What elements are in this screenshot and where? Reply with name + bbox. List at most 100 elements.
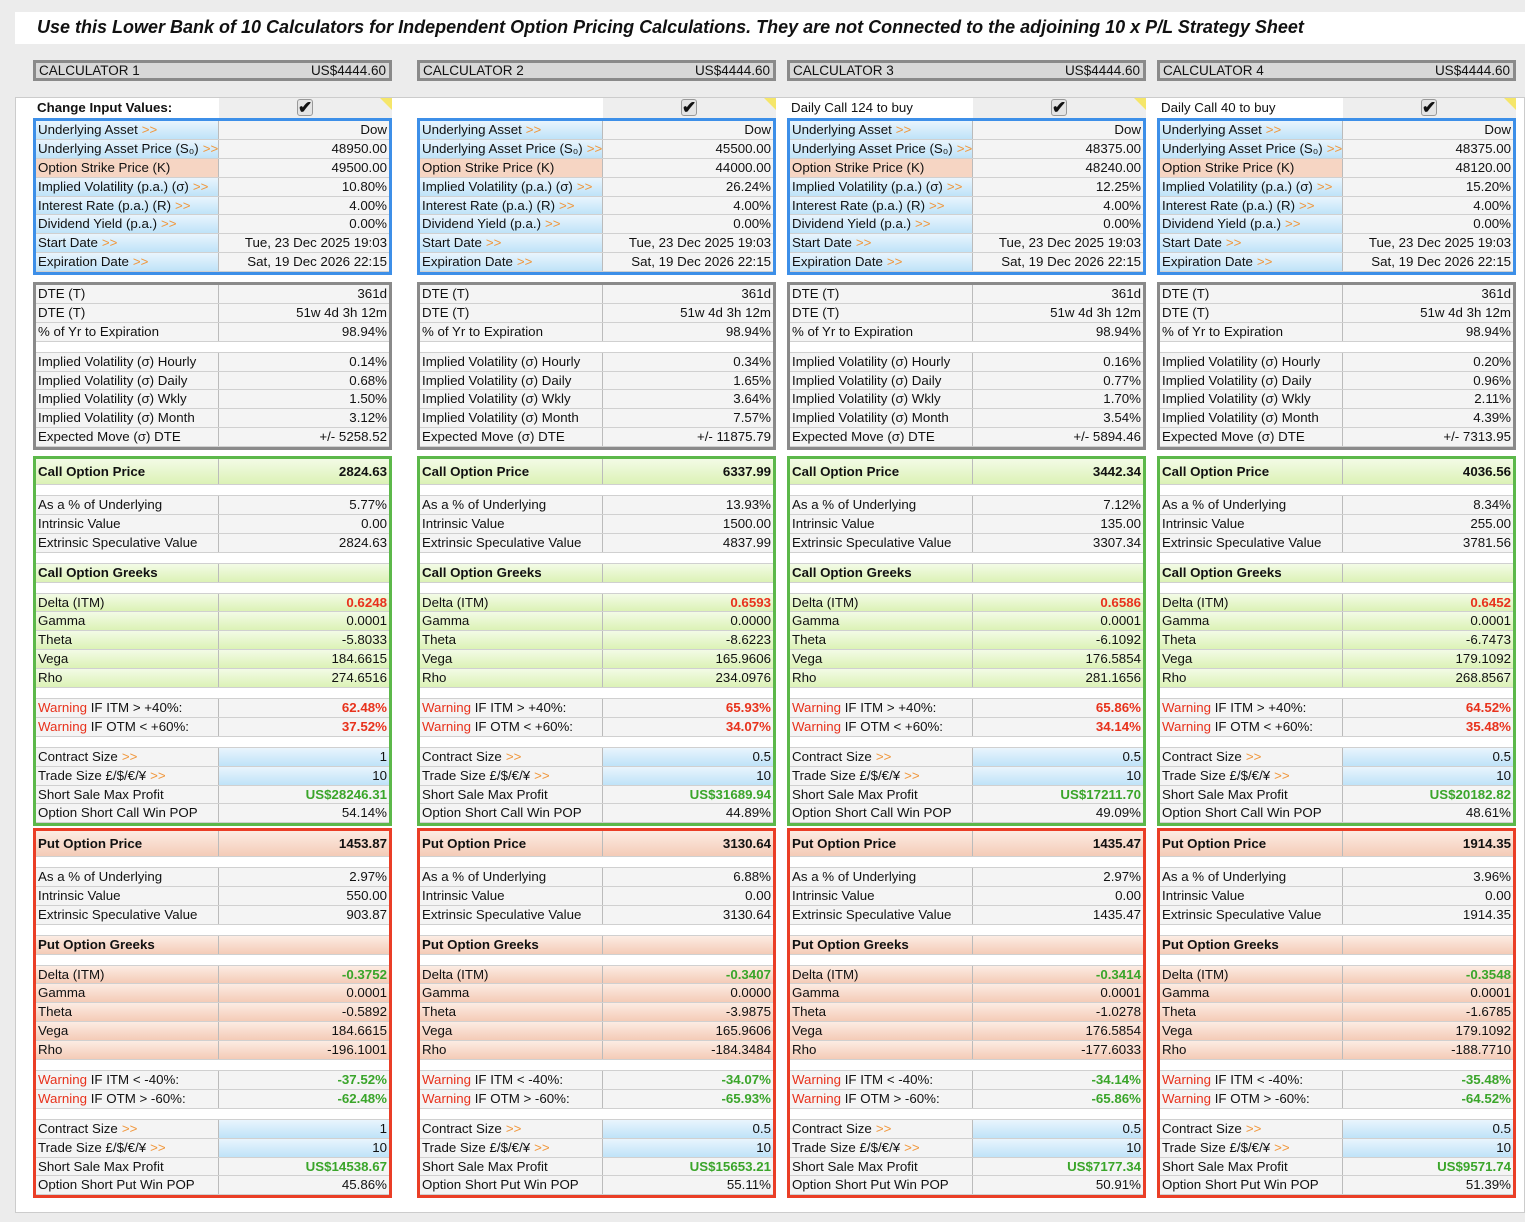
checkmark-icon[interactable]: ✔ [297,98,313,117]
arrow-link[interactable]: >> [534,1139,550,1155]
arrow-link[interactable]: >> [1245,1120,1262,1136]
input-expiry[interactable]: Sat, 19 Dec 2026 22:15 [1343,253,1513,272]
input-rate[interactable]: 4.00% [219,196,389,215]
input-price[interactable]: 48375.00 [1343,139,1513,158]
input-rate[interactable]: 4.00% [603,196,773,215]
arrow-link[interactable]: >> [150,1139,166,1155]
input-expiry[interactable]: Sat, 19 Dec 2026 22:15 [973,253,1143,272]
input-start[interactable]: Tue, 23 Dec 2025 19:03 [219,234,389,253]
input-asset[interactable]: Dow [973,121,1143,139]
input-rate[interactable]: 4.00% [1343,196,1513,215]
arrow-link[interactable]: >> [525,122,542,137]
input-iv[interactable]: 12.25% [973,177,1143,196]
arrow-link[interactable]: >> [505,748,522,764]
arrow-link[interactable]: >> [1274,767,1290,783]
input-iv[interactable]: 26.24% [603,177,773,196]
arrow-link[interactable]: >> [101,235,118,251]
arrow-link[interactable]: >> [559,197,575,213]
call-value-trade[interactable]: 10 [1343,766,1513,785]
arrow-link[interactable]: >> [895,122,912,137]
arrow-link[interactable]: >> [1299,197,1315,213]
input-note[interactable] [417,98,603,118]
input-expiry[interactable]: Sat, 19 Dec 2026 22:15 [219,253,389,272]
input-div[interactable]: 0.00% [219,215,389,234]
put-value-contract[interactable]: 1 [219,1119,389,1138]
input-iv[interactable]: 10.80% [219,177,389,196]
input-asset[interactable]: Dow [219,121,389,139]
checkmark-icon[interactable]: ✔ [1421,98,1437,117]
arrow-link[interactable]: >> [886,254,903,270]
call-value-trade[interactable]: 10 [219,766,389,785]
arrow-link[interactable]: >> [586,140,603,156]
arrow-link[interactable]: >> [915,216,931,232]
arrow-link[interactable]: >> [121,748,138,764]
input-note[interactable]: Change Input Values: [37,100,173,115]
call-value-contract[interactable]: 0.5 [1343,747,1513,766]
input-div[interactable]: 0.00% [603,215,773,234]
input-start[interactable]: Tue, 23 Dec 2025 19:03 [1343,234,1513,253]
arrow-link[interactable]: >> [1245,748,1262,764]
checkmark-icon[interactable]: ✔ [1051,98,1067,117]
put-value-trade[interactable]: 10 [603,1138,773,1157]
call-value-trade[interactable]: 10 [973,766,1143,785]
input-expiry[interactable]: Sat, 19 Dec 2026 22:15 [603,253,773,272]
input-price[interactable]: 48375.00 [973,139,1143,158]
arrow-link[interactable]: >> [202,140,219,156]
input-strike[interactable]: 49500.00 [219,158,389,177]
arrow-link[interactable]: >> [1274,1139,1290,1155]
arrow-link[interactable]: >> [904,767,920,783]
arrow-link[interactable]: >> [875,1120,892,1136]
arrow-link[interactable]: >> [576,178,593,194]
arrow-link[interactable]: >> [192,178,209,194]
arrow-link[interactable]: >> [875,748,892,764]
input-rate[interactable]: 4.00% [973,196,1143,215]
input-strike[interactable]: 48240.00 [973,158,1143,177]
input-asset[interactable]: Dow [1343,121,1513,139]
input-price[interactable]: 45500.00 [603,139,773,158]
arrow-link[interactable]: >> [132,254,149,270]
arrow-link[interactable]: >> [855,235,872,251]
arrow-link[interactable]: >> [904,1139,920,1155]
arrow-link[interactable]: >> [545,216,561,232]
put-value-trade[interactable]: 10 [1343,1138,1513,1157]
input-iv[interactable]: 15.20% [1343,177,1513,196]
arrow-link[interactable]: >> [956,140,973,156]
checkmark-icon[interactable]: ✔ [681,98,697,117]
input-start[interactable]: Tue, 23 Dec 2025 19:03 [603,234,773,253]
arrow-link[interactable]: >> [1265,122,1282,137]
arrow-link[interactable]: >> [485,235,502,251]
arrow-link[interactable]: >> [150,767,166,783]
input-start[interactable]: Tue, 23 Dec 2025 19:03 [973,234,1143,253]
arrow-link[interactable]: >> [505,1120,522,1136]
input-note[interactable]: Daily Call 124 to buy [791,100,913,115]
arrow-link[interactable]: >> [946,178,963,194]
arrow-link[interactable]: >> [1225,235,1242,251]
input-div[interactable]: 0.00% [1343,215,1513,234]
input-asset[interactable]: Dow [603,121,773,139]
input-strike[interactable]: 48120.00 [1343,158,1513,177]
arrow-link[interactable]: >> [1256,254,1273,270]
put-value-contract[interactable]: 0.5 [603,1119,773,1138]
arrow-link[interactable]: >> [141,122,158,137]
put-value-contract[interactable]: 0.5 [1343,1119,1513,1138]
put-value-trade[interactable]: 10 [973,1138,1143,1157]
call-value-contract[interactable]: 0.5 [973,747,1143,766]
arrow-link[interactable]: >> [1285,216,1301,232]
arrow-link[interactable]: >> [929,197,945,213]
arrow-link[interactable]: >> [121,1120,138,1136]
arrow-link[interactable]: >> [516,254,533,270]
call-value-contract[interactable]: 1 [219,747,389,766]
call-value-contract[interactable]: 0.5 [603,747,773,766]
arrow-link[interactable]: >> [1316,178,1333,194]
arrow-link[interactable]: >> [161,216,177,232]
call-value-trade[interactable]: 10 [603,766,773,785]
arrow-link[interactable]: >> [1326,140,1343,156]
put-value-trade[interactable]: 10 [219,1138,389,1157]
input-strike[interactable]: 44000.00 [603,158,773,177]
input-note[interactable]: Daily Call 40 to buy [1161,100,1276,115]
put-value-contract[interactable]: 0.5 [973,1119,1143,1138]
arrow-link[interactable]: >> [534,767,550,783]
input-div[interactable]: 0.00% [973,215,1143,234]
arrow-link[interactable]: >> [175,197,191,213]
input-price[interactable]: 48950.00 [219,139,389,158]
